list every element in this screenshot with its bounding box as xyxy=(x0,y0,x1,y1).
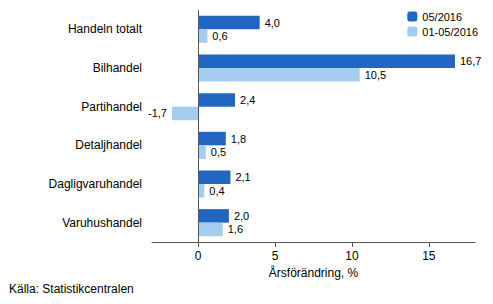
svg-text:Bilhandel: Bilhandel xyxy=(93,61,142,75)
svg-text:Dagligvaruhandel: Dagligvaruhandel xyxy=(49,177,142,191)
svg-text:16,7: 16,7 xyxy=(460,55,481,67)
svg-text:2,0: 2,0 xyxy=(234,210,249,222)
svg-text:-1,7: -1,7 xyxy=(148,107,167,119)
svg-text:Partihandel: Partihandel xyxy=(81,100,142,114)
svg-text:0,4: 0,4 xyxy=(209,185,224,197)
svg-text:10,5: 10,5 xyxy=(365,69,386,81)
svg-text:1,6: 1,6 xyxy=(228,223,243,235)
svg-text:01-05/2016: 01-05/2016 xyxy=(422,26,478,38)
svg-text:4,0: 4,0 xyxy=(265,17,280,29)
svg-text:Källa: Statistikcentralen: Källa: Statistikcentralen xyxy=(9,282,134,296)
svg-text:0,5: 0,5 xyxy=(211,146,226,158)
svg-text:0: 0 xyxy=(195,249,202,263)
svg-text:0,6: 0,6 xyxy=(212,30,227,42)
svg-text:15: 15 xyxy=(422,249,436,263)
svg-text:5: 5 xyxy=(272,249,279,263)
svg-text:2,4: 2,4 xyxy=(240,94,255,106)
svg-text:2,1: 2,1 xyxy=(235,171,250,183)
svg-text:Årsförändring, %: Årsförändring, % xyxy=(269,265,359,280)
svg-text:1,8: 1,8 xyxy=(231,133,246,145)
svg-text:Varuhushandel: Varuhushandel xyxy=(62,216,142,230)
svg-text:10: 10 xyxy=(345,249,359,263)
svg-text:Detaljhandel: Detaljhandel xyxy=(75,138,142,152)
svg-text:Handeln totalt: Handeln totalt xyxy=(68,22,143,36)
svg-text:05/2016: 05/2016 xyxy=(422,11,462,23)
